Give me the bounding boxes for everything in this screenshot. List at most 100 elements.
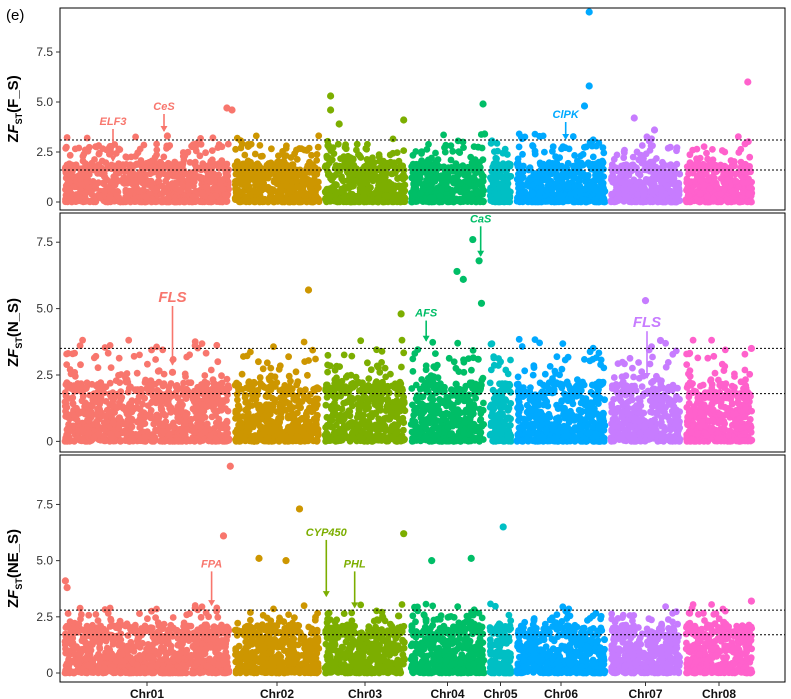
snp-point — [704, 166, 712, 173]
snp-point — [503, 190, 511, 198]
snp-point — [153, 140, 161, 148]
snp-point — [545, 197, 553, 204]
snp-point — [251, 150, 259, 158]
snp-point — [294, 378, 302, 386]
snp-point — [717, 161, 724, 169]
y-tick-label: 2.5 — [36, 145, 53, 159]
snp-point — [184, 148, 192, 156]
snp-point — [687, 198, 694, 206]
snp-point — [494, 179, 501, 187]
snp-point — [675, 191, 682, 199]
snp-point — [479, 156, 487, 164]
snp-point — [150, 420, 158, 428]
snp-point — [63, 134, 71, 141]
snp-point — [259, 177, 266, 185]
snp-point — [349, 193, 356, 200]
snp-point — [101, 426, 109, 434]
snp-point — [491, 148, 498, 156]
snp-point — [717, 197, 724, 205]
snp-point — [648, 159, 655, 167]
snp-point — [294, 402, 302, 410]
snp-point — [423, 176, 431, 184]
snp-point — [293, 177, 301, 185]
snp-point — [303, 437, 310, 444]
snp-point — [703, 149, 710, 157]
snp-point — [327, 175, 334, 182]
snp-point — [109, 397, 117, 405]
snp-point — [125, 437, 133, 445]
snp-point — [648, 135, 655, 143]
snp-point — [268, 406, 276, 414]
snp-point — [246, 191, 254, 199]
snp-point — [572, 161, 580, 169]
snp-point — [275, 365, 283, 373]
snp-point — [290, 172, 297, 180]
snp-point — [598, 197, 606, 204]
snp-point — [337, 155, 344, 163]
snp-point — [571, 198, 579, 206]
snp-point — [673, 144, 681, 152]
snp-point — [313, 157, 321, 164]
snp-point — [495, 171, 503, 179]
snp-point — [206, 177, 214, 185]
notable-point — [744, 78, 752, 86]
snp-point — [656, 198, 664, 206]
snp-point — [285, 372, 293, 380]
notable-point — [630, 114, 638, 122]
snp-point — [215, 421, 223, 429]
snp-point — [158, 197, 166, 204]
snp-point — [251, 418, 259, 426]
snp-point — [134, 149, 142, 157]
snp-point — [479, 177, 487, 185]
snp-point — [697, 197, 705, 205]
snp-point — [273, 379, 281, 386]
snp-point — [209, 134, 217, 142]
snp-point — [270, 343, 277, 351]
snp-point — [242, 399, 250, 406]
snp-point — [369, 154, 376, 162]
snp-point — [96, 405, 103, 413]
snp-point — [232, 409, 240, 417]
snp-point — [449, 188, 457, 196]
snp-point — [243, 166, 250, 174]
snp-point — [468, 159, 476, 167]
snp-point — [121, 180, 128, 187]
snp-point — [122, 407, 130, 415]
snp-point — [363, 156, 371, 163]
snp-point — [556, 154, 563, 162]
snp-point — [418, 148, 426, 156]
snp-point — [78, 181, 86, 189]
snp-point — [241, 197, 249, 205]
snp-point — [312, 419, 320, 427]
snp-point — [135, 188, 143, 195]
snp-point — [686, 151, 694, 159]
panel-letter: (e) — [6, 7, 24, 24]
snp-point — [741, 140, 749, 148]
snp-point — [126, 172, 134, 180]
snp-point — [242, 406, 250, 414]
snp-point — [530, 170, 538, 178]
snp-point — [371, 175, 379, 183]
snp-point — [206, 402, 214, 410]
snp-point — [353, 140, 361, 148]
snp-point — [524, 198, 532, 206]
snp-point — [133, 369, 141, 377]
snp-point — [221, 191, 229, 199]
snp-point — [166, 142, 174, 149]
snp-point — [685, 179, 693, 187]
snp-point — [276, 193, 284, 201]
snp-point — [173, 382, 181, 389]
snp-point — [157, 169, 164, 177]
snp-point — [308, 429, 316, 437]
snp-point — [155, 177, 162, 185]
snp-point — [138, 421, 146, 428]
snp-point — [675, 197, 683, 205]
snp-point — [122, 430, 129, 437]
snp-point — [66, 179, 73, 186]
snp-point — [174, 403, 182, 410]
snp-point — [102, 412, 109, 420]
snp-point — [667, 187, 675, 195]
snp-point — [700, 181, 708, 189]
snp-point — [83, 384, 90, 391]
